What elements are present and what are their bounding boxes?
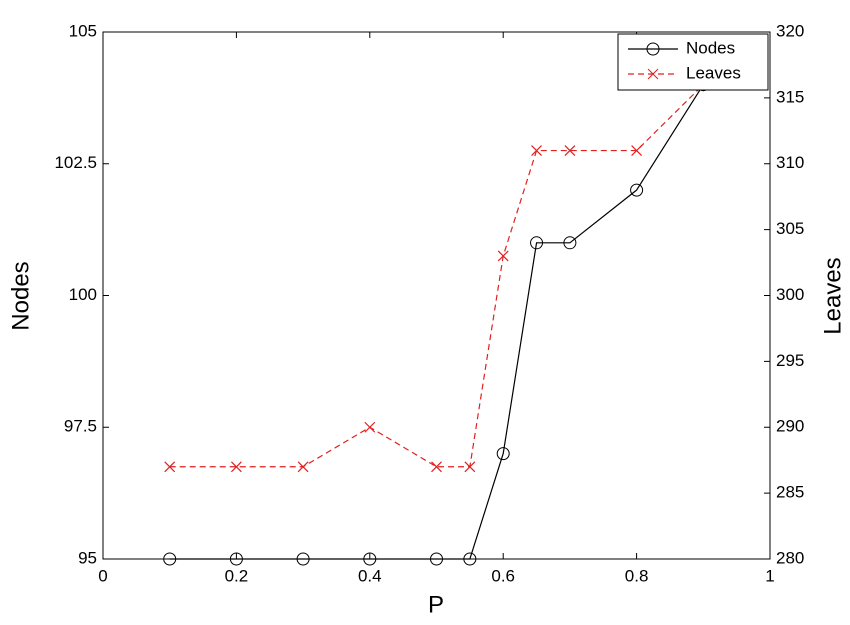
y-tick-label: 97.5 [64,417,97,436]
x-tick-label: 0.8 [625,566,649,585]
y-tick-label: 100 [69,285,97,304]
point [164,461,176,473]
y2-tick-label: 280 [776,548,804,567]
y2-axis-label: Leaves [819,257,846,334]
y-tick-label: 105 [69,21,97,40]
point [363,552,377,566]
point [230,461,242,473]
point [563,236,577,250]
point [297,461,309,473]
legend-box [617,33,769,91]
y-axis-label: Nodes [7,261,34,330]
legend-marker [646,42,660,56]
y-tick-label: 102.5 [54,153,97,172]
y2-tick-label: 300 [776,285,804,304]
point [431,461,442,473]
x-axis-label: P [428,591,444,618]
point [630,183,644,197]
x-tick-label: 0.4 [358,566,382,585]
y2-tick-label: 320 [776,21,804,40]
point [564,145,576,156]
series-line [169,84,704,468]
legend-marker [647,68,659,80]
point [496,447,510,461]
x-tick-label: 0.2 [225,566,249,585]
point [296,552,310,566]
y2-tick-label: 285 [776,483,804,502]
y2-tick-label: 310 [776,153,804,172]
x-tick-label: 0.6 [491,566,515,585]
y2-tick-label: 315 [776,87,804,106]
y2-tick-label: 295 [776,351,804,370]
x-tick-label: 1 [765,566,774,585]
point [531,145,542,156]
point [497,250,509,262]
series-line [169,84,704,560]
y2-tick-label: 305 [776,219,804,238]
point [163,552,177,566]
point [464,461,476,473]
legend-label: Leaves [686,63,741,82]
point [364,421,376,433]
point [463,552,477,566]
point [229,552,243,566]
y-tick-label: 95 [78,548,97,567]
point [631,145,643,156]
y2-tick-label: 290 [776,417,804,436]
x-tick-label: 0 [98,566,107,585]
point [430,552,443,566]
legend-label: Nodes [686,38,735,57]
plot-frame [102,31,771,560]
point [530,236,544,250]
